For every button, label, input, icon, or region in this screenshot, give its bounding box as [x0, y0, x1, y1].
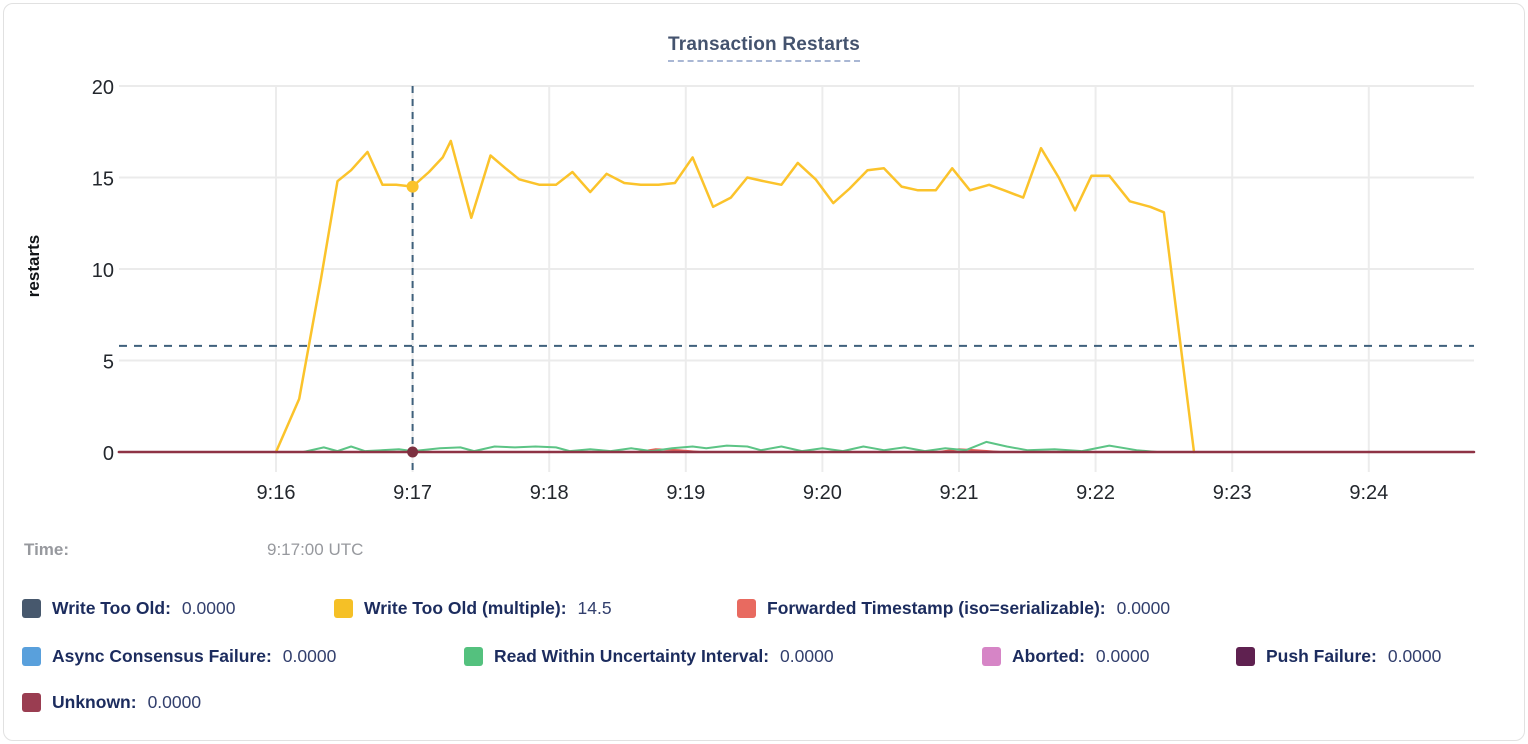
y-tick-label: 15: [92, 169, 114, 191]
legend-value: 0.0000: [282, 645, 337, 666]
legend-item-aborted[interactable]: Aborted: 0.0000: [982, 644, 1149, 668]
legend-value: 0.0000: [1116, 597, 1171, 618]
legend-item-write-too-old[interactable]: Write Too Old: 0.0000: [22, 596, 235, 620]
legend-item-unknown[interactable]: Unknown: 0.0000: [22, 690, 201, 714]
legend-item-write-too-old-multiple[interactable]: Write Too Old (multiple): 14.5: [334, 596, 612, 620]
y-tick-label: 0: [103, 443, 114, 465]
legend-label: Write Too Old:: [52, 597, 171, 618]
legend-label: Async Consensus Failure:: [52, 645, 272, 666]
legend-item-push-failure[interactable]: Push Failure: 0.0000: [1236, 644, 1441, 668]
x-tick-label: 9:20: [803, 482, 842, 504]
legend-item-read-within-uncertainty-interval[interactable]: Read Within Uncertainty Interval: 0.0000: [464, 644, 834, 668]
time-label: Time:: [24, 540, 70, 559]
legend-item-async-consensus-failure[interactable]: Async Consensus Failure: 0.0000: [22, 644, 336, 668]
legend-label: Unknown:: [52, 691, 137, 712]
x-tick-label: 9:18: [530, 482, 569, 504]
legend-label: Write Too Old (multiple):: [364, 597, 567, 618]
x-tick-label: 9:17: [393, 482, 432, 504]
legend-value: 0.0000: [147, 691, 202, 712]
legend-swatch: [22, 646, 41, 666]
series-line: [117, 440, 1475, 453]
transaction-restarts-chart[interactable]: 9:16 9:17 9:18 9:19 9:20 9:21 9:22 9:23 9:24 0 5 10…: [4, 4, 1525, 524]
legend-value: 0.0000: [181, 597, 236, 618]
legend-value: 0.0000: [1387, 645, 1442, 666]
hover-dot: [407, 446, 419, 458]
y-tick-label: 10: [92, 260, 114, 282]
legend-swatch: [334, 598, 353, 618]
legend-label: Forwarded Timestamp (iso=serializable):: [767, 597, 1106, 618]
x-tick-label: 9:19: [666, 482, 705, 504]
legend-swatch: [982, 646, 1001, 666]
x-tick-label: 9:24: [1349, 482, 1388, 504]
chart-card: Transaction Restarts restarts 9:16 9:17 9:…: [3, 3, 1525, 741]
series-line: [274, 139, 1196, 454]
legend-swatch: [464, 646, 483, 666]
time-value: 9:17:00 UTC: [267, 540, 364, 559]
legend-value: 0.0000: [780, 645, 834, 666]
legend-item-forwarded-timestamp[interactable]: Forwarded Timestamp (iso=serializable): …: [737, 596, 1170, 620]
x-tick-label: 9:23: [1213, 482, 1252, 504]
legend-label: Push Failure:: [1266, 645, 1377, 666]
legend-label: Read Within Uncertainty Interval:: [494, 645, 770, 666]
y-tick-label: 20: [92, 77, 114, 99]
legend-value: 0.0000: [1095, 645, 1150, 666]
x-tick-label: 9:21: [940, 482, 979, 504]
x-tick-label: 9:16: [257, 482, 296, 504]
legend-value: 14.5: [577, 597, 612, 618]
legend-swatch: [22, 598, 41, 618]
x-tick-label: 9:22: [1076, 482, 1115, 504]
legend-swatch: [737, 598, 756, 618]
hover-dot: [406, 180, 419, 193]
legend-swatch: [22, 692, 41, 712]
y-tick-label: 5: [103, 352, 114, 374]
legend-label: Aborted:: [1012, 645, 1085, 666]
legend-swatch: [1236, 646, 1255, 666]
